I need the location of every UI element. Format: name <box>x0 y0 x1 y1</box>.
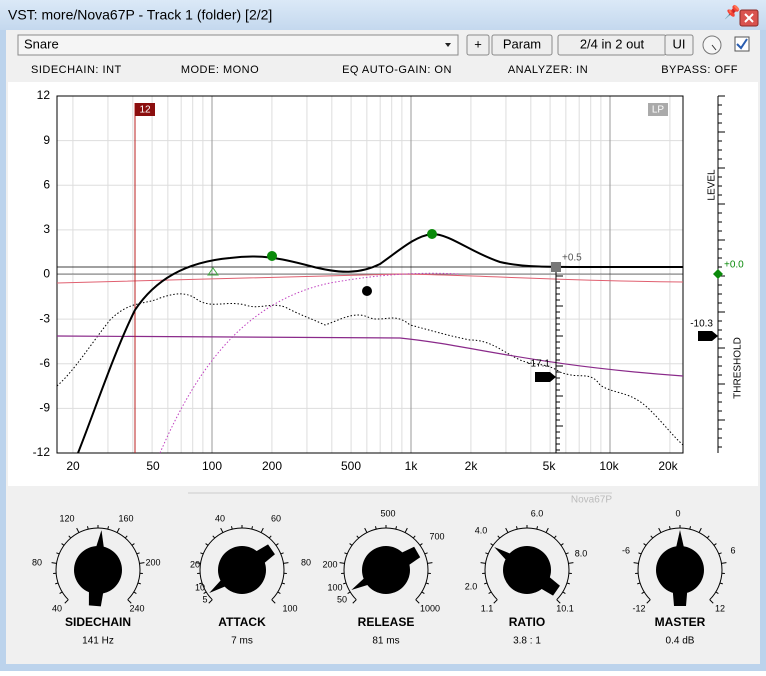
knob-scale-label: 6 <box>730 545 735 555</box>
knob-scale-label: 2.0 <box>465 581 478 591</box>
x-axis-label: 2k <box>465 459 479 473</box>
knob-scale-label: 80 <box>301 557 311 567</box>
threshold-axis-label: THRESHOLD <box>733 337 744 399</box>
knob-tick <box>231 526 232 529</box>
knob-scale-label: 4.0 <box>475 525 488 535</box>
knob-scale-label: 1.1 <box>481 603 494 613</box>
knob-scale-label: 100 <box>327 582 342 592</box>
knob-tick <box>108 526 109 529</box>
knob-name: MASTER <box>655 615 706 629</box>
window-title: VST: more/Nova67P - Track 1 (folder) [2/… <box>8 7 272 23</box>
knob-value: 0.4 dB <box>666 636 695 647</box>
level-axis-label: LEVEL <box>707 169 718 201</box>
watermark: Nova67P <box>571 495 612 506</box>
graph-panel <box>8 82 758 486</box>
knob-scale-label: 5 <box>202 594 207 604</box>
knob-scale-label: 40 <box>52 603 62 613</box>
button-label: + <box>474 36 482 51</box>
knob-value: 3.8 : 1 <box>513 636 541 647</box>
knob-scale-label: -6 <box>622 545 630 555</box>
knob-name: RATIO <box>509 615 545 629</box>
lp-label: LP <box>652 105 665 116</box>
knob-scale-label: 120 <box>59 513 74 523</box>
knob-scale-label: 1000 <box>420 603 440 613</box>
knob-tick <box>669 526 670 529</box>
knob-scale-label: 10.1 <box>556 603 574 613</box>
status-item: MODE: MONO <box>181 64 259 76</box>
preset-name: Snare <box>24 36 59 51</box>
band-handle[interactable] <box>427 229 437 239</box>
x-axis-label: 50 <box>146 459 160 473</box>
knob-tick <box>537 526 538 529</box>
y-axis-label: 6 <box>43 177 50 191</box>
x-axis-label: 20k <box>658 459 678 473</box>
x-axis-label: 1k <box>405 459 419 473</box>
y-axis-label: 0 <box>43 267 50 281</box>
gain-label: +0.5 <box>562 253 582 264</box>
knob-scale-label: 160 <box>118 513 133 523</box>
knob-scale-label: 100 <box>282 603 297 613</box>
y-axis-label: 9 <box>43 133 50 147</box>
knob-scale-label: 10 <box>195 582 205 592</box>
button-label: 2/4 in 2 out <box>580 36 645 51</box>
y-axis-label: 12 <box>37 88 51 102</box>
knob-name: ATTACK <box>218 615 266 629</box>
threshold-handle[interactable] <box>551 262 561 272</box>
knob-scale-label: 80 <box>32 557 42 567</box>
knob-scale-label: 500 <box>380 508 395 518</box>
band-handle[interactable] <box>362 286 372 296</box>
knob-tick <box>252 526 253 529</box>
x-axis-label: 500 <box>341 459 361 473</box>
x-axis-label: 20 <box>66 459 80 473</box>
threshold-label: -17.1 <box>527 359 550 370</box>
knob-name: RELEASE <box>358 615 415 629</box>
knob-value: 7 ms <box>231 636 253 647</box>
x-axis-label: 10k <box>599 459 619 473</box>
knob-tick <box>87 526 88 529</box>
y-axis-label: -12 <box>33 445 51 459</box>
y-axis-label: -6 <box>39 356 50 370</box>
y-axis-label: -3 <box>39 311 50 325</box>
knob-scale-label: 6.0 <box>531 508 544 518</box>
knob-scale-label: 8.0 <box>575 548 588 558</box>
knob-tick <box>690 526 691 529</box>
status-item: BYPASS: OFF <box>661 64 738 76</box>
knob-tick <box>516 526 517 529</box>
knob-tick <box>396 526 397 529</box>
knob-tick <box>375 526 376 529</box>
level-value: +0.0 <box>724 260 744 271</box>
status-item: EQ AUTO-GAIN: ON <box>342 64 452 76</box>
knob-scale-label: 12 <box>715 603 725 613</box>
pin-icon[interactable]: 📌 <box>724 3 740 19</box>
marker-label: 12 <box>139 105 151 116</box>
knob-scale-label: 60 <box>271 513 281 523</box>
knob-scale-label: 0 <box>675 508 680 518</box>
preset-dropdown[interactable] <box>18 35 458 55</box>
knob-scale-label: 700 <box>429 531 444 541</box>
y-axis-label: 3 <box>43 222 50 236</box>
x-axis-label: 100 <box>202 459 222 473</box>
x-axis-label: 5k <box>543 459 557 473</box>
knob-scale-label: 200 <box>145 557 160 567</box>
band-handle[interactable] <box>267 251 277 261</box>
knob-value: 141 Hz <box>82 636 114 647</box>
status-item: ANALYZER: IN <box>508 64 588 76</box>
status-item: SIDECHAIN: INT <box>31 64 122 76</box>
knob-scale-label: 240 <box>129 603 144 613</box>
knob-scale-label: 50 <box>337 594 347 604</box>
x-axis-label: 200 <box>262 459 282 473</box>
knob-scale-label: 20 <box>190 559 200 569</box>
knob-scale-label: 40 <box>215 513 225 523</box>
knob-value: 81 ms <box>372 636 399 647</box>
knob-scale-label: -12 <box>632 603 645 613</box>
knob-scale-label: 200 <box>322 559 337 569</box>
button-label: UI <box>673 36 686 51</box>
knob-name: SIDECHAIN <box>65 615 131 629</box>
button-label: Param <box>503 36 541 51</box>
threshold-value: -10.3 <box>690 319 713 330</box>
y-axis-label: -9 <box>39 401 50 415</box>
